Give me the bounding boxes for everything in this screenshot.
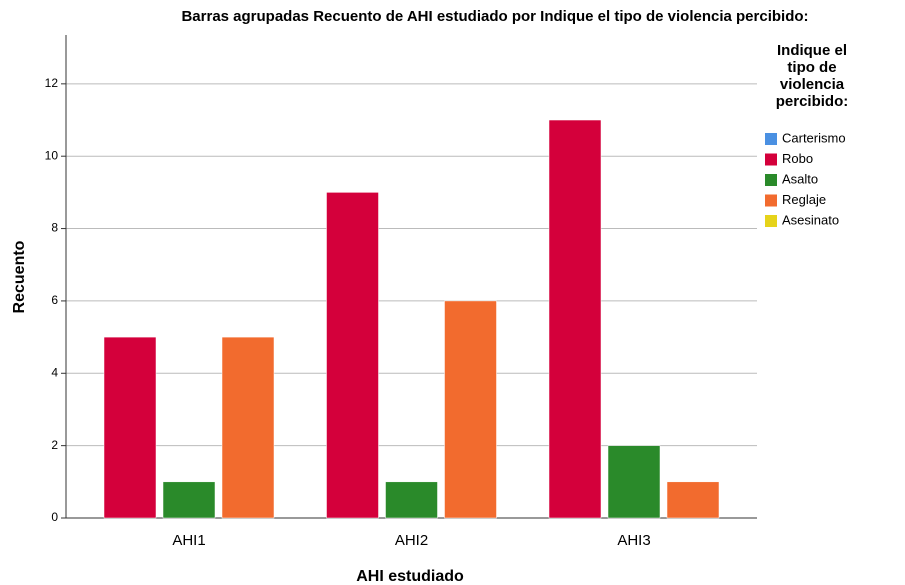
y-axis-label: Recuento [11, 240, 28, 313]
legend-swatch [765, 153, 777, 166]
legend-swatch [765, 215, 777, 227]
y-tick-label: 0 [51, 510, 58, 524]
legend-label: Robo [782, 151, 813, 166]
y-tick-label: 10 [45, 148, 59, 162]
bar [162, 481, 216, 519]
y-tick-label: 6 [51, 293, 58, 307]
legend-title: Indique el tipo de violencia percibido: [775, 42, 849, 110]
chart-title: Barras agrupadas Recuento de AHI estudia… [181, 8, 808, 25]
legend-swatch [765, 194, 777, 207]
x-tick-label: AHI2 [395, 532, 428, 549]
x-tick-label: AHI1 [172, 532, 205, 549]
legend-label: Carterismo [782, 130, 846, 145]
bar [666, 481, 720, 519]
bar [221, 336, 275, 519]
y-tick-label: 12 [45, 76, 59, 90]
bar [326, 192, 379, 519]
legend-label: Reglaje [782, 192, 826, 207]
x-tick-label: AHI3 [617, 532, 650, 549]
bar [103, 336, 157, 519]
legend-label: Asalto [782, 171, 818, 186]
y-tick-label: 4 [51, 365, 58, 379]
legend-swatch [765, 174, 777, 186]
legend-label: Asesinato [782, 212, 839, 227]
bar [444, 300, 497, 519]
y-tick-label: 2 [51, 438, 58, 452]
bar [385, 481, 438, 519]
bar [607, 445, 661, 519]
legend-swatch [765, 133, 777, 145]
x-axis-label: AHI estudiado [356, 568, 464, 585]
bar [548, 119, 602, 519]
y-tick-label: 8 [51, 221, 58, 235]
